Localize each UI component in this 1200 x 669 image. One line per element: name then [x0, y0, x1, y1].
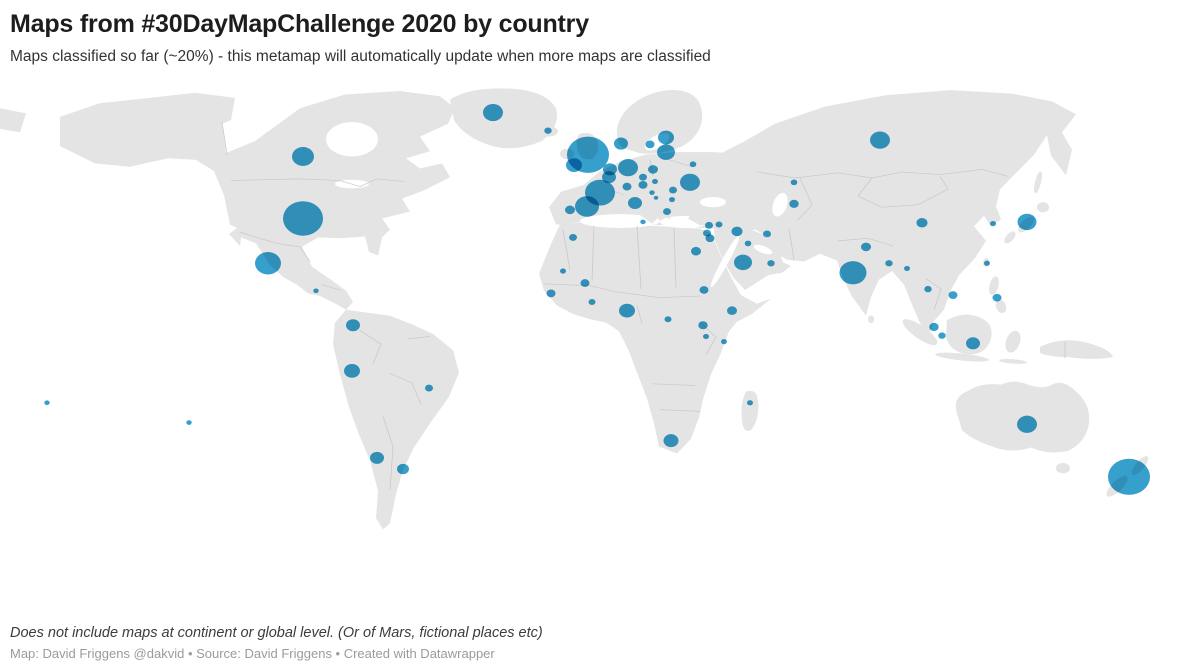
map-symbol-South-Korea[interactable] [990, 221, 996, 227]
map-symbol-Germany[interactable] [618, 159, 638, 177]
map-symbol-Iceland[interactable] [544, 127, 552, 134]
map-symbol-Japan[interactable] [1017, 213, 1037, 231]
map-symbol-Syria[interactable] [715, 221, 723, 228]
footer: Does not include maps at continent or gl… [10, 625, 1190, 661]
map-symbol-Chile[interactable] [370, 451, 384, 464]
map-symbol-China[interactable] [916, 218, 928, 228]
map-symbol-Brazil[interactable] [425, 384, 433, 392]
map-symbol-Nepal[interactable] [861, 242, 871, 252]
map-symbol-Australia[interactable] [1017, 415, 1037, 433]
map-symbol-Thailand[interactable] [924, 285, 932, 293]
map-symbol-Belarus[interactable] [689, 161, 697, 168]
map-symbol-Tunisia[interactable] [640, 219, 646, 225]
header: Maps from #30DayMapChallenge 2020 by cou… [10, 8, 1190, 66]
map-symbol-Croatia[interactable] [649, 190, 655, 195]
land-layer [0, 88, 1149, 530]
map-symbol-Greece[interactable] [663, 208, 671, 216]
map-symbol-Senegal[interactable] [546, 289, 556, 298]
map-symbol-Portugal[interactable] [565, 205, 575, 215]
map-symbol-Iraq[interactable] [731, 226, 743, 237]
map-symbol-Sudan[interactable] [699, 286, 709, 294]
map-symbol-Canada[interactable] [292, 147, 314, 166]
map-symbol-Mali[interactable] [580, 279, 590, 287]
map-symbol-New-Zealand[interactable] [1108, 458, 1150, 495]
map-symbol-Slovakia[interactable] [652, 178, 658, 185]
map-symbol-Bosnia[interactable] [653, 195, 659, 200]
map-symbol-Uzbekistan[interactable] [789, 199, 799, 208]
map-symbol-Indonesia[interactable] [966, 337, 980, 350]
map-symbol-Israel[interactable] [705, 234, 715, 243]
map-symbol-Saudi-Arabia[interactable] [734, 254, 752, 271]
map-symbol-Colombia[interactable] [346, 319, 360, 332]
page-subtitle: Maps classified so far (~20%) - this met… [10, 48, 711, 65]
map-symbol-Finland[interactable] [657, 144, 675, 160]
map-symbol-Romania[interactable] [669, 186, 677, 194]
map-symbol-Bulgaria[interactable] [669, 196, 675, 203]
map-symbol-France[interactable] [585, 179, 615, 206]
map-symbol-Morocco[interactable] [569, 233, 577, 241]
map-symbol-Poland[interactable] [648, 165, 658, 174]
map-symbol-Netherlands[interactable] [603, 163, 617, 176]
map-symbol-Switzerland[interactable] [622, 182, 632, 191]
map-symbol-Uganda[interactable] [698, 321, 708, 330]
map-symbol-UAE[interactable] [767, 260, 775, 267]
map-symbol-Czechia[interactable] [639, 173, 647, 181]
page-title: Maps from #30DayMapChallenge 2020 by cou… [10, 10, 589, 38]
map-symbol-Egypt[interactable] [691, 246, 701, 256]
map-symbol-Austria[interactable] [638, 181, 648, 189]
map-symbol-Peru[interactable] [344, 364, 360, 378]
map-symbol-Kazakhstan[interactable] [790, 179, 798, 186]
map-symbol-Kenya[interactable] [721, 339, 727, 345]
map-symbol-Taiwan[interactable] [984, 260, 990, 266]
world-symbol-map [0, 85, 1200, 612]
map-symbol-Burkina-Faso[interactable] [588, 298, 596, 306]
symbol-layer[interactable] [44, 103, 1150, 495]
map-symbol-Vietnam[interactable] [948, 291, 958, 299]
map-symbol-Bangladesh[interactable] [885, 260, 893, 267]
map-symbol-Guatemala[interactable] [313, 288, 319, 294]
map-symbol-Ethiopia[interactable] [727, 306, 737, 315]
map-symbol-French-Polynesia[interactable] [186, 420, 192, 425]
map-symbol-Cameroon[interactable] [664, 316, 672, 323]
map-symbol-Italy[interactable] [628, 196, 642, 209]
map-symbol-Myanmar[interactable] [904, 265, 910, 271]
map-symbol-Greenland[interactable] [483, 103, 503, 122]
map-symbol-Mauritania[interactable] [560, 268, 566, 274]
map-symbol-India[interactable] [839, 261, 867, 285]
map-symbol-Malaysia[interactable] [929, 322, 939, 332]
map-symbol-Philippines[interactable] [992, 293, 1002, 302]
map-note: Does not include maps at continent or gl… [10, 625, 543, 641]
map-symbol-Ireland[interactable] [566, 158, 582, 172]
map-symbol-Kuwait[interactable] [744, 240, 752, 247]
map-symbol-Iran[interactable] [763, 230, 771, 238]
map-symbol-Sweden[interactable] [658, 130, 674, 145]
map-symbol-Madagascar[interactable] [747, 400, 753, 406]
map-symbol-Cyprus[interactable] [705, 221, 713, 229]
map-symbol-Argentina[interactable] [397, 463, 409, 475]
map-symbol-Russia[interactable] [870, 131, 890, 149]
map-symbol-Rwanda[interactable] [703, 333, 709, 340]
map-svg [0, 88, 1150, 530]
map-symbol-Mexico[interactable] [255, 252, 281, 275]
map-symbol-South-Africa[interactable] [663, 434, 679, 448]
map-symbol-Denmark[interactable] [614, 137, 628, 150]
map-symbol-Singapore[interactable] [938, 332, 946, 339]
map-symbol-United-States[interactable] [283, 201, 323, 236]
map-symbol-Ukraine[interactable] [680, 173, 700, 191]
attribution-line: Map: David Friggens @dakvid • Source: Da… [10, 646, 495, 661]
map-symbol-Nigeria[interactable] [619, 303, 635, 318]
map-symbol-Tonga-Samoa[interactable] [44, 400, 50, 406]
map-symbol-Norway[interactable] [645, 140, 655, 149]
